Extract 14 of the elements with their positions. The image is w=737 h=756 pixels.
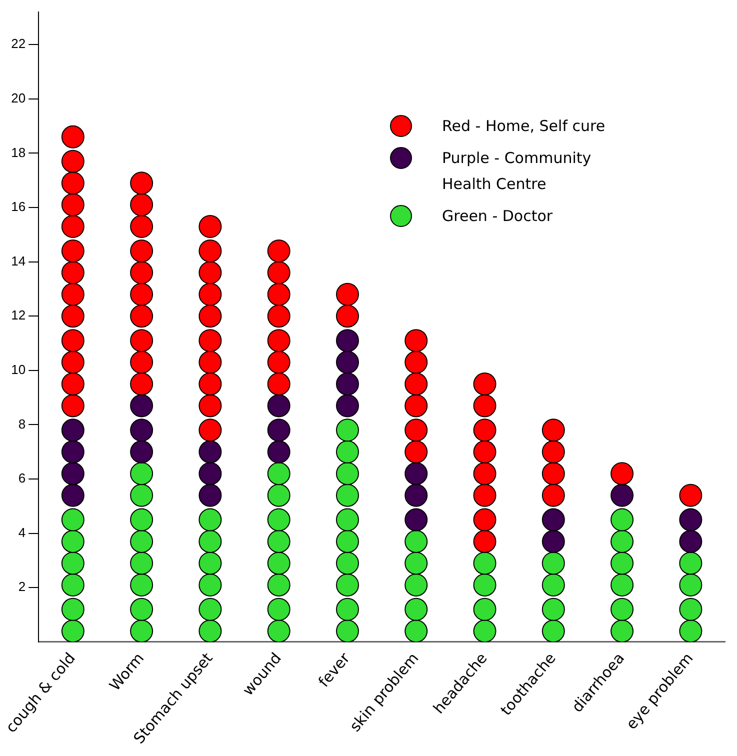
y-tick-label: 22	[11, 36, 26, 52]
legend-label: Red - Home, Self cure	[442, 116, 606, 137]
y-tick-label: 18	[11, 144, 26, 160]
legend-label: Green - Doctor	[442, 206, 553, 227]
y-tick-label: 4	[18, 524, 26, 540]
y-tick-label: 20	[11, 90, 26, 106]
y-tick-label: 6	[18, 470, 26, 486]
legend-label: Purple - Community Health Centre	[442, 148, 592, 195]
y-tick-label: 16	[11, 199, 26, 214]
y-tick-label: 10	[11, 362, 26, 378]
y-tick-label: 12	[11, 308, 26, 323]
y-tick-label: 14	[11, 253, 26, 268]
y-tick-label: 8	[18, 416, 26, 432]
y-tick-label: 2	[18, 579, 26, 594]
